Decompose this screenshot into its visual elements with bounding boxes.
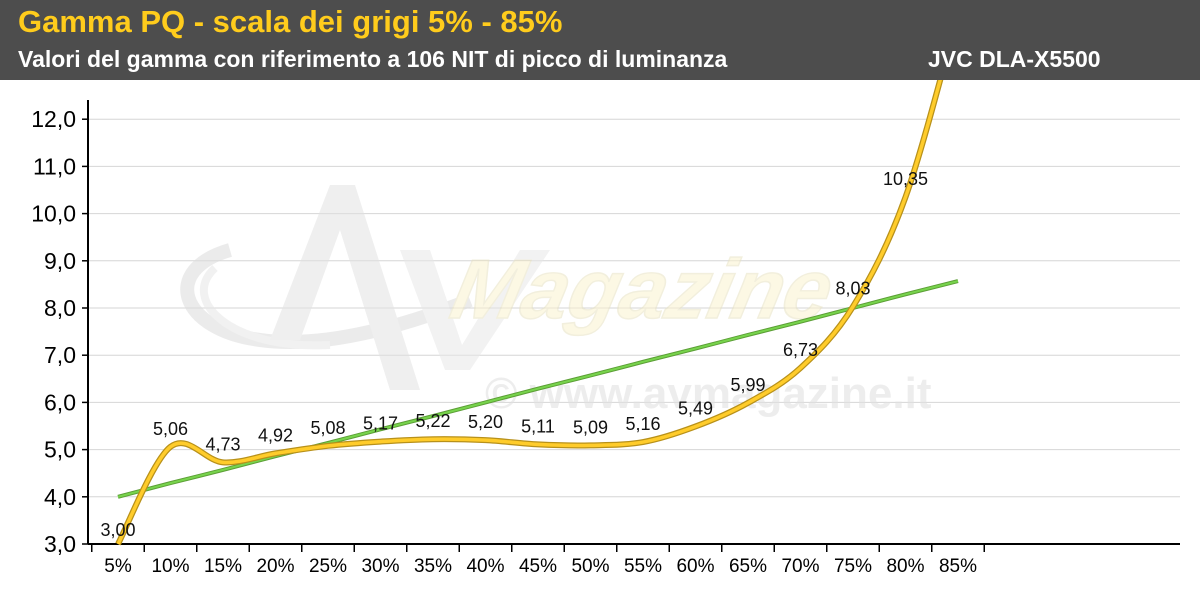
chart-header: Gamma PQ - scala dei grigi 5% - 85% Valo… <box>0 0 1200 80</box>
y-tick-label: 11,0 <box>33 153 76 179</box>
x-tick-label: 65% <box>729 556 767 577</box>
data-label: 5,08 <box>310 418 345 438</box>
watermark-swoosh-icon <box>199 265 331 350</box>
data-labels: 3,00 5,06 4,73 4,92 5,08 5,17 5,22 5,20 5,11 5,09… <box>100 0 980 540</box>
axes <box>82 100 1180 552</box>
x-tick-label: 50% <box>571 556 609 577</box>
y-tick-label: 12,0 <box>31 106 76 132</box>
data-label: 5,16 <box>625 414 660 434</box>
chart-title: Gamma PQ - scala dei grigi 5% - 85% <box>18 4 563 39</box>
y-tick-label: 8,0 <box>44 295 76 321</box>
watermark-logo: Magazine © www.avmagazine.it <box>180 185 932 418</box>
reference-line <box>117 280 959 498</box>
data-label: 5,09 <box>573 417 608 437</box>
gamma-line <box>116 13 960 545</box>
x-tick-label: 55% <box>624 556 662 577</box>
data-label: 5,22 <box>415 411 450 431</box>
grid-lines <box>88 118 1180 498</box>
data-label: 5,20 <box>468 412 503 432</box>
x-tick-label: 20% <box>256 556 294 577</box>
data-label: 4,92 <box>258 425 293 445</box>
y-tick-label: 9,0 <box>44 248 76 274</box>
x-tick-label: 60% <box>676 556 714 577</box>
data-label: 5,49 <box>678 398 713 418</box>
data-label: 10,35 <box>883 169 928 189</box>
data-label: 5,06 <box>153 419 188 439</box>
x-tick-label: 25% <box>309 556 347 577</box>
x-tick-label: 10% <box>151 556 189 577</box>
x-tick-label: 40% <box>466 556 504 577</box>
y-tick-label: 4,0 <box>44 484 76 510</box>
y-tick-label: 6,0 <box>44 389 76 415</box>
x-tick-label: 70% <box>781 556 819 577</box>
watermark-brand: Magazine <box>444 242 842 336</box>
watermark-a-icon <box>270 185 420 390</box>
y-tick-label: 5,0 <box>44 437 76 463</box>
x-tick-label: 85% <box>939 556 977 577</box>
plot-background <box>0 80 1200 600</box>
data-label: 4,73 <box>205 434 240 454</box>
series-lines <box>115 13 961 546</box>
watermark-v-icon <box>400 250 550 370</box>
data-label: 5,11 <box>521 416 555 436</box>
device-model: JVC DLA-X5500 <box>928 46 1101 72</box>
data-label: 5,99 <box>730 375 765 395</box>
data-label: 6,73 <box>783 340 818 360</box>
x-axis-ticks: 5% 10% 15% 20% 25% 30% 35% 40% 45% 50% 55% 60% 65% 70… <box>104 556 977 577</box>
y-tick-label: 10,0 <box>31 201 76 227</box>
x-tick-label: 30% <box>361 556 399 577</box>
x-tick-label: 75% <box>834 556 872 577</box>
x-tick-label: 35% <box>414 556 452 577</box>
data-label: 3,00 <box>100 520 135 540</box>
watermark-url: © www.avmagazine.it <box>485 369 932 418</box>
data-label: 5,17 <box>363 414 398 434</box>
chart-subtitle: Valori del gamma con riferimento a 106 N… <box>18 46 728 72</box>
y-tick-label: 7,0 <box>44 342 76 368</box>
data-label: 8,03 <box>835 279 870 299</box>
x-tick-label: 45% <box>519 556 557 577</box>
x-tick-label: 15% <box>204 556 242 577</box>
y-tick-label: 3,0 <box>44 531 76 557</box>
x-tick-label: 5% <box>104 556 132 577</box>
x-tick-label: 80% <box>886 556 924 577</box>
y-axis-ticks: 3,0 4,0 5,0 6,0 7,0 8,0 9,0 10,0 11,0 12,0 <box>31 106 76 557</box>
